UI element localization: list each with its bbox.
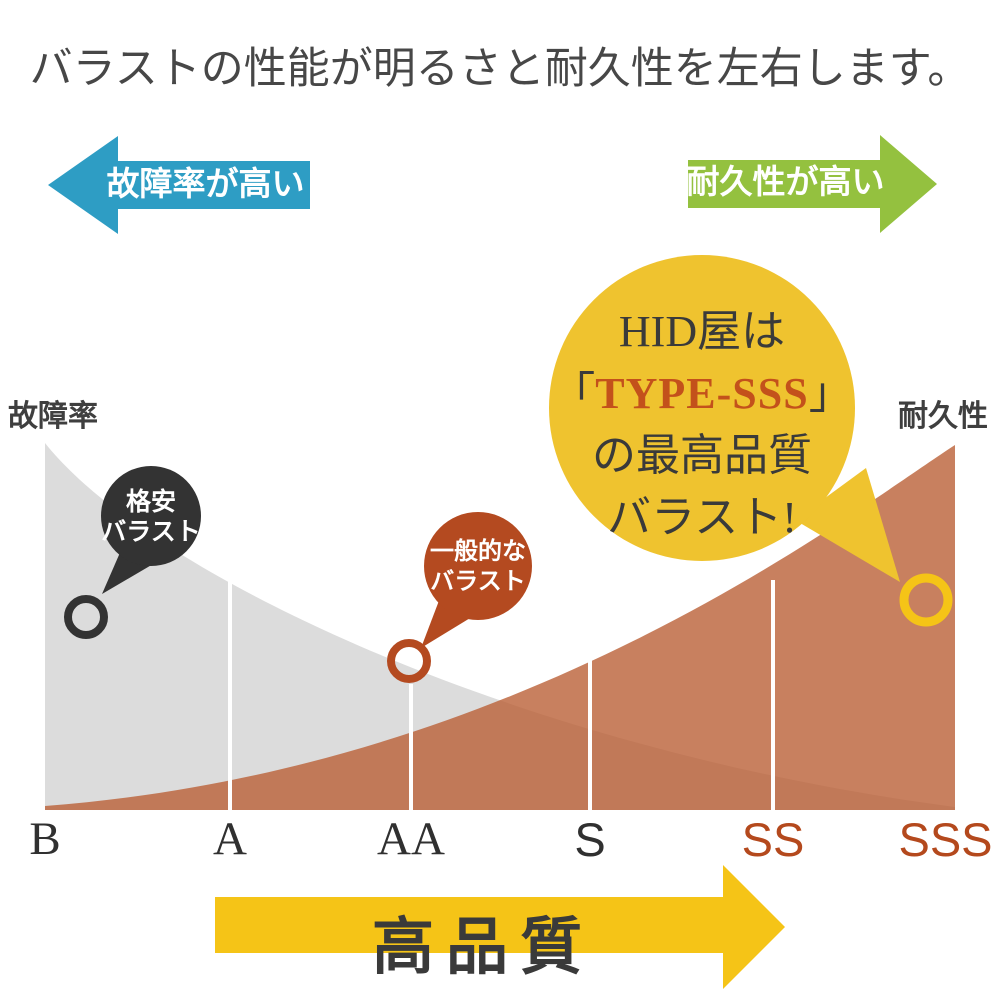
xlabel-aa: AA	[377, 813, 445, 865]
hidya-line2: 「TYPE-SSS」	[551, 369, 853, 418]
cheap-bubble-label: 格安 バラスト	[101, 488, 201, 546]
right-arrow-label: 耐久性が高い	[686, 163, 885, 200]
xlabel-s: S	[574, 813, 606, 866]
failure-rate-area	[45, 443, 955, 810]
failure-rate-axis-label: 故障率	[8, 400, 98, 433]
xlabel-sss: SSS	[898, 813, 993, 866]
gridline-aa	[409, 684, 413, 810]
cheap-bubble	[101, 466, 201, 566]
xlabel-b: B	[29, 813, 61, 865]
common-bubble	[424, 512, 532, 620]
ring-marker-sss	[899, 573, 953, 627]
gridline-ss	[771, 580, 775, 810]
xlabel-a: A	[213, 813, 247, 865]
bottom-arrow-label: 高品質	[371, 913, 594, 982]
gridline-a	[228, 572, 232, 810]
type-sss-text: TYPE-SSS	[595, 369, 809, 418]
hidya-bubble	[549, 255, 855, 561]
durability-axis-label: 耐久性	[898, 400, 988, 433]
hidya-line4: バラスト!	[607, 493, 797, 542]
bottom-arrow-icon	[215, 865, 785, 989]
right-arrow-icon	[688, 135, 937, 233]
ring-marker-aa	[387, 639, 431, 683]
xlabel-ss: SS	[741, 813, 805, 866]
ring-marker-b	[64, 595, 108, 639]
page-title: バラストの性能が明るさと耐久性を左右します。	[29, 46, 971, 93]
durability-area	[45, 445, 955, 810]
hidya-line3: の最高品質	[592, 431, 812, 480]
hidya-bubble-label: HID屋は 「TYPE-SSS」 の最高品質 バラスト!	[532, 301, 872, 549]
left-arrow-icon	[48, 136, 310, 234]
common-bubble-label: 一般的な バラスト	[430, 538, 526, 595]
hidya-bubble-tail	[795, 468, 900, 582]
hidya-line1: HID屋は	[618, 307, 786, 356]
left-arrow-label: 故障率が高い	[106, 165, 305, 202]
gridline-s	[588, 660, 592, 810]
